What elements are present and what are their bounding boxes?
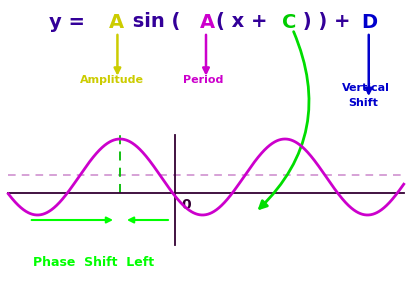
Text: Phase  Shift  Left: Phase Shift Left: [33, 256, 154, 269]
Text: ( x +: ( x +: [216, 13, 274, 31]
Text: D: D: [362, 13, 378, 31]
Text: 0: 0: [181, 198, 191, 212]
Text: A: A: [200, 13, 215, 31]
Text: sin (: sin (: [126, 13, 180, 31]
Text: y =: y =: [49, 13, 92, 31]
Text: C: C: [282, 13, 297, 31]
Text: ) ) +: ) ) +: [296, 13, 357, 31]
Text: A: A: [109, 13, 124, 31]
Text: Period: Period: [183, 75, 224, 85]
Text: Shift: Shift: [348, 98, 378, 108]
Text: Vertical: Vertical: [342, 83, 390, 93]
Text: Amplitude: Amplitude: [80, 75, 144, 85]
